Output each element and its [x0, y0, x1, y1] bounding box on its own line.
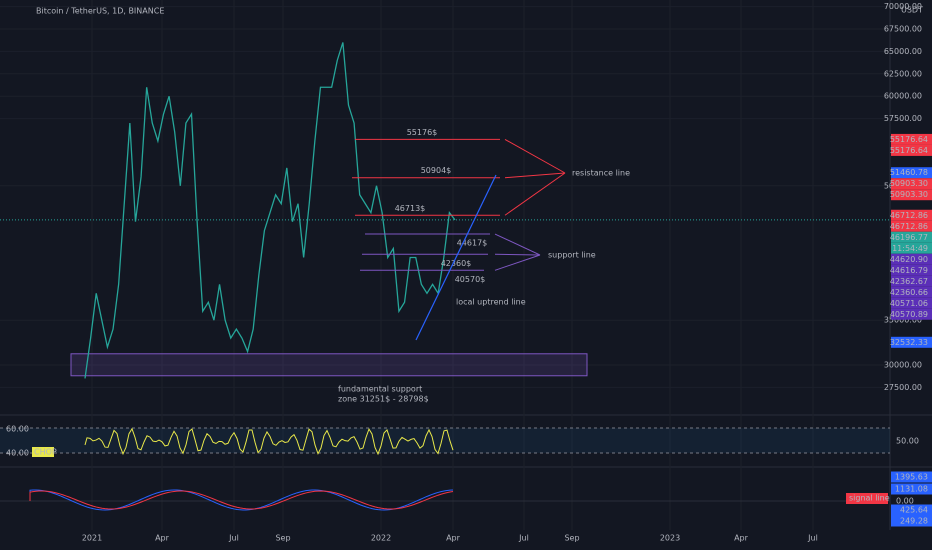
price-tag-label: 40570.89	[890, 310, 928, 319]
price-tick-label: 70000.00	[884, 2, 922, 11]
time-label: 2022	[371, 534, 391, 543]
time-label: Sep	[275, 534, 290, 543]
price-tag-label: 42362.67	[890, 277, 928, 286]
arrow	[494, 233, 541, 256]
time-label: 2021	[82, 534, 102, 543]
price-tag	[891, 297, 932, 309]
price-tag	[891, 264, 932, 276]
price-tag-label: 44616.79	[890, 266, 928, 275]
macd-line	[29, 489, 454, 511]
level-label: 46713$	[395, 204, 426, 213]
price-tick-label: 30000.00	[884, 360, 922, 369]
price-tag-label: 46196.77	[890, 233, 928, 242]
chop-level-label: 60.00	[6, 425, 29, 434]
chop-tag	[32, 447, 54, 457]
level-label: 55176$	[407, 128, 438, 137]
callout: zone 31251$ - 28798$	[338, 395, 429, 404]
price-tag-label: 32532.33	[890, 338, 928, 347]
signal-tag	[846, 493, 888, 504]
macd-zero-label: 0.00	[896, 497, 914, 506]
price-tag	[891, 178, 932, 190]
macd-tag-label: 249.28	[900, 517, 928, 526]
price-tag-label: 46712.86	[890, 222, 928, 231]
price-tag-label: 50903.30	[890, 179, 928, 188]
time-label: Jul	[807, 534, 818, 543]
price-tag-label: 40571.06	[890, 299, 928, 308]
macd-tag-label: 1131.08	[895, 485, 928, 494]
price-tick-label: 27500.00	[884, 383, 922, 392]
arrow	[494, 254, 541, 271]
price-tag-label: 51460.78	[890, 168, 928, 177]
arrow	[504, 172, 566, 179]
price-tag	[891, 189, 932, 201]
macd-tag	[891, 515, 932, 527]
level-label: 42360$	[441, 259, 472, 268]
price-tag-label: 50903.30	[890, 190, 928, 199]
arrow	[494, 253, 541, 256]
time-label: Apr	[734, 534, 749, 543]
time-label: Apr	[155, 534, 170, 543]
price-tag	[891, 144, 932, 156]
arrow	[504, 138, 566, 174]
price-tag-label: 55176.64	[890, 135, 928, 144]
time-label: Jul	[518, 534, 529, 543]
chop-band	[0, 428, 890, 453]
price-tag	[891, 336, 932, 348]
callout: fundamental support	[338, 385, 422, 394]
level-label: 44617$	[457, 239, 488, 248]
macd-tag-label: 1395.63	[895, 473, 928, 482]
chop-mid-label: 50.00	[896, 437, 919, 446]
time-label: Sep	[564, 534, 579, 543]
price-tag	[891, 133, 932, 145]
price-tag	[891, 220, 932, 232]
chop-line	[84, 427, 454, 456]
time-label: Jul	[228, 534, 239, 543]
time-label: Apr	[446, 534, 461, 543]
price-tag	[891, 231, 932, 243]
callout: support line	[548, 251, 596, 260]
price-tag	[891, 167, 932, 179]
price-tick-label: 62500.00	[884, 69, 922, 78]
macd-tag	[891, 483, 932, 495]
price-tag	[891, 275, 932, 287]
price-tick-label: 60000.00	[884, 92, 922, 101]
support-zone	[70, 353, 588, 377]
price-tag	[891, 253, 932, 265]
currency: USDT	[901, 6, 923, 15]
level-label: 50904$	[421, 166, 452, 175]
level-label: 40570$	[455, 275, 486, 284]
price-tick-label: 67500.00	[884, 25, 922, 34]
signal-line	[29, 490, 454, 510]
price-tag-label: 11:54:49	[892, 244, 928, 253]
price-tag-label: 42360.66	[890, 288, 928, 297]
chop-level-label: 40.00	[6, 449, 29, 458]
price-tick-label: 65000.00	[884, 47, 922, 56]
price-tag	[891, 286, 932, 298]
price-tag-label: 46712.86	[890, 211, 928, 220]
price-tick-label: 57500.00	[884, 114, 922, 123]
symbol-title: Bitcoin / TetherUS, 1D, BINANCE	[36, 7, 164, 16]
macd-tag	[891, 504, 932, 516]
price-line	[84, 42, 456, 379]
price-tag	[891, 209, 932, 221]
price-tag-label: 55176.64	[890, 146, 928, 155]
price-tag	[891, 308, 932, 320]
macd-tag-label: 425.64	[900, 506, 928, 515]
price-tag-label: 44620.90	[890, 255, 928, 264]
time-label: 2023	[660, 534, 680, 543]
chop-tag-label: CHOP	[34, 448, 57, 457]
price-tag	[891, 242, 932, 254]
callout: local uptrend line	[456, 298, 526, 307]
price-tick-label: 35000.00	[884, 316, 922, 325]
arrow	[504, 172, 566, 216]
macd-tag	[891, 471, 932, 483]
signal-tag-label: signal line	[849, 494, 890, 503]
trend-line	[415, 174, 497, 341]
callout: resistance line	[572, 169, 630, 178]
